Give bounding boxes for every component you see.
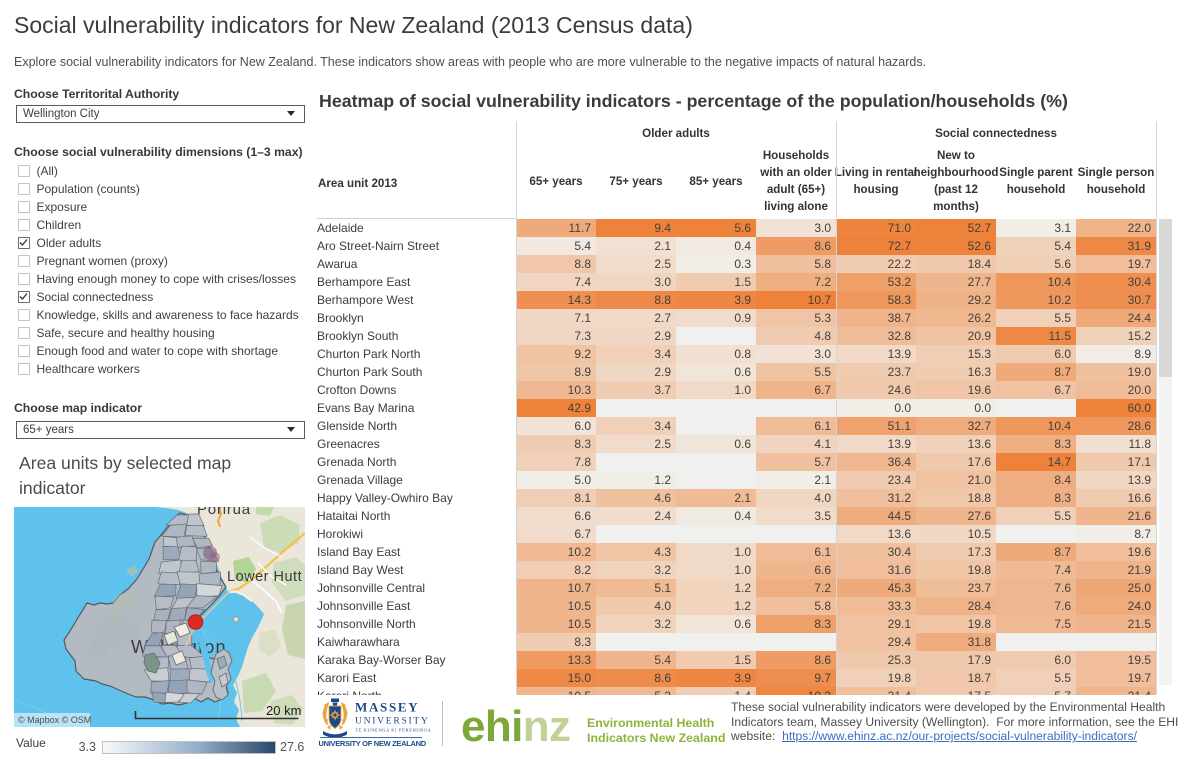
- svg-text:MASSEY: MASSEY: [355, 700, 419, 715]
- svg-text:TE KUNENGA KI PŪREHUROA: TE KUNENGA KI PŪREHUROA: [356, 728, 432, 733]
- svg-text:UNIVERSITY OF NEW ZEALAND: UNIVERSITY OF NEW ZEALAND: [319, 739, 427, 748]
- svg-text:Porirua: Porirua: [197, 507, 251, 518]
- svg-text:© Mapbox © OSM: © Mapbox © OSM: [18, 715, 91, 725]
- svg-text:UNIVERSITY: UNIVERSITY: [355, 716, 430, 727]
- svg-text:20 km: 20 km: [266, 703, 301, 718]
- svg-text:Lower Hutt: Lower Hutt: [227, 569, 302, 585]
